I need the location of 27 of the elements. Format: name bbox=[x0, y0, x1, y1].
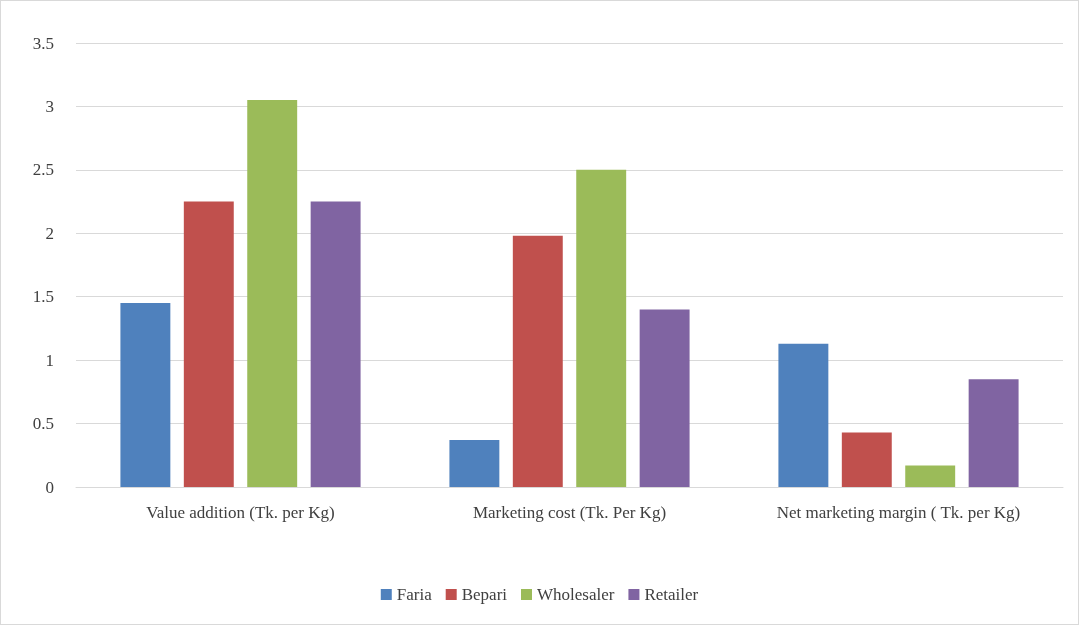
bar bbox=[247, 100, 298, 487]
y-tick-label: 2.5 bbox=[32, 160, 54, 180]
legend-label: Wholesaler bbox=[537, 585, 615, 604]
bar bbox=[841, 432, 892, 487]
bar bbox=[120, 303, 171, 487]
y-tick-label: 1 bbox=[45, 350, 54, 370]
y-tick-label: 3.5 bbox=[32, 33, 54, 53]
bar bbox=[968, 379, 1019, 487]
y-tick-label: 3 bbox=[45, 96, 54, 116]
bar bbox=[183, 201, 234, 487]
bar bbox=[778, 343, 829, 487]
y-tick-label: 0 bbox=[45, 477, 54, 497]
bar bbox=[639, 309, 690, 487]
y-tick-label: 2 bbox=[45, 223, 54, 243]
bar bbox=[576, 169, 627, 487]
legend-label: Retailer bbox=[644, 585, 699, 604]
bar bbox=[512, 235, 563, 487]
legend-label: Bepari bbox=[461, 585, 508, 604]
bar bbox=[449, 440, 500, 487]
bar bbox=[310, 201, 361, 487]
legend-label: Faria bbox=[396, 585, 433, 604]
x-tick-label: Marketing cost (Tk. Per Kg) bbox=[472, 502, 667, 522]
y-tick-label: 1.5 bbox=[32, 287, 54, 307]
x-tick-label: Net marketing margin ( Tk. per Kg) bbox=[776, 502, 1021, 522]
x-tick-label: Value addition (Tk. per Kg) bbox=[146, 502, 335, 522]
y-tick-label: 0.5 bbox=[32, 414, 54, 434]
bar bbox=[905, 465, 956, 487]
